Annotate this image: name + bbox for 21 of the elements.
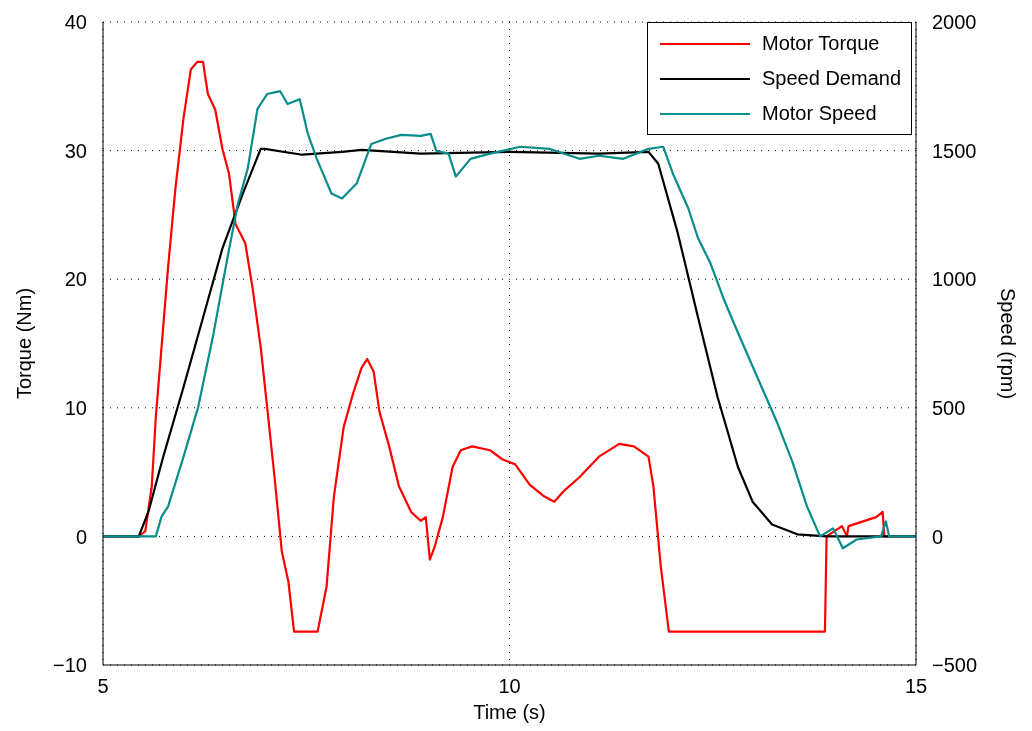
x-tick-label: 10 <box>498 675 521 698</box>
legend-label: Motor Speed <box>762 101 877 126</box>
y2-tick-label: 1500 <box>932 139 977 162</box>
y-tick-label: −10 <box>53 654 87 677</box>
x-tick-label: 15 <box>904 675 928 698</box>
y2-tick-label: 500 <box>932 396 966 419</box>
y-axis-title: Torque (Nm) <box>13 287 36 400</box>
legend-label: Motor Torque <box>762 31 880 56</box>
y-tick-label: 30 <box>64 139 87 162</box>
legend-label: Speed Demand <box>762 66 901 91</box>
y2-tick-label: 1000 <box>932 268 977 291</box>
y2-axis-title: Speed (rpm) <box>996 287 1019 400</box>
y-tick-label: 20 <box>64 268 87 291</box>
y-tick-label: 10 <box>64 396 87 419</box>
x-axis-title: Time (s) <box>473 701 546 723</box>
y-tick-label: 0 <box>75 525 87 548</box>
y2-tick-label: 2000 <box>932 11 977 34</box>
y2-tick-label: −500 <box>932 654 978 677</box>
x-tick-label: 5 <box>97 675 109 698</box>
y2-tick-label: 0 <box>932 525 944 548</box>
y-tick-label: 40 <box>64 11 87 34</box>
